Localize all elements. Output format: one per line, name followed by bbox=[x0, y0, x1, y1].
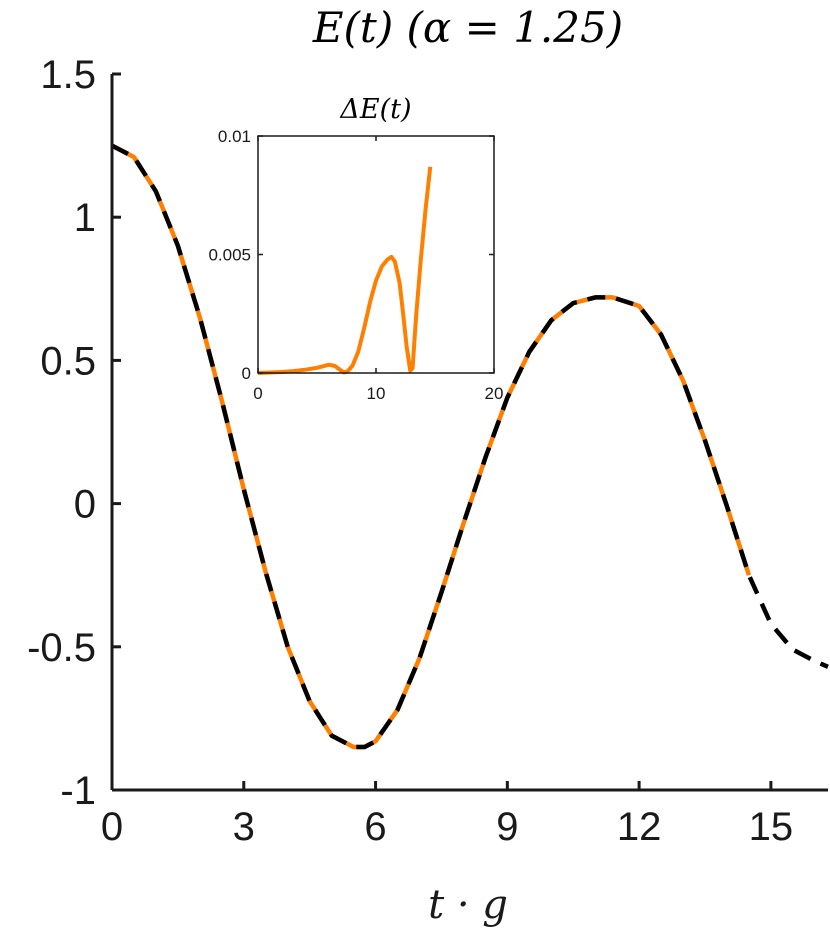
main-plot: 0 3 6 9 12 15 -1 -0.5 0 0.5 1 1.5 bbox=[27, 53, 829, 849]
main-xtick-label: 12 bbox=[617, 805, 662, 849]
main-series-0 bbox=[110, 143, 752, 750]
inset-xtick-label: 0 bbox=[253, 384, 262, 403]
inset-xtick-label: 20 bbox=[485, 384, 504, 403]
inset-series-0 bbox=[257, 166, 433, 375]
main-xtick-label: 0 bbox=[101, 805, 123, 849]
main-ytick-label: -0.5 bbox=[27, 626, 96, 670]
main-xlabel: t · g bbox=[428, 882, 508, 928]
inset-axes-box bbox=[257, 135, 495, 374]
main-xtick-label: 15 bbox=[749, 805, 794, 849]
inset-ytick-label: 0.01 bbox=[218, 127, 251, 146]
main-ytick-label: 1 bbox=[74, 196, 96, 240]
main-title: E(t) (α = 1.25) bbox=[312, 3, 623, 52]
inset-title: ΔE(t) bbox=[339, 94, 411, 125]
inset-xtick-label: 10 bbox=[367, 384, 386, 403]
inset-plot: 0 10 20 0 0.005 0.01 bbox=[208, 127, 503, 403]
main-series-1 bbox=[110, 143, 829, 750]
main-ytick-label: 1.5 bbox=[40, 53, 96, 97]
inset-ytick-label: 0 bbox=[242, 364, 251, 383]
inset-ytick-label: 0.005 bbox=[208, 246, 251, 265]
main-ytick-label: 0 bbox=[74, 483, 96, 527]
main-xtick-label: 3 bbox=[233, 805, 255, 849]
main-ytick-label: 0.5 bbox=[40, 339, 96, 383]
main-xtick-label: 9 bbox=[496, 805, 518, 849]
main-ytick-label: -1 bbox=[60, 769, 96, 813]
main-xtick-label: 6 bbox=[364, 805, 386, 849]
